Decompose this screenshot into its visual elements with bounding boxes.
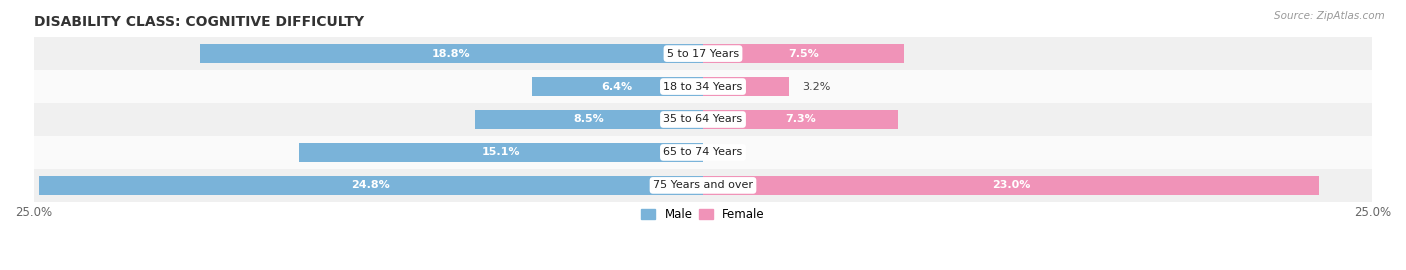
Bar (34, 103, 1372, 136)
Text: 65 to 74 Years: 65 to 74 Years (664, 147, 742, 157)
Bar (703, 77, 789, 96)
Bar (531, 77, 703, 96)
Bar (703, 176, 1319, 195)
Text: DISABILITY CLASS: COGNITIVE DIFFICULTY: DISABILITY CLASS: COGNITIVE DIFFICULTY (34, 15, 364, 29)
Text: 75 Years and over: 75 Years and over (652, 180, 754, 190)
Text: 6.4%: 6.4% (602, 82, 633, 92)
Bar (200, 44, 703, 63)
Text: 35 to 64 Years: 35 to 64 Years (664, 114, 742, 124)
Text: 3.2%: 3.2% (801, 82, 831, 92)
Bar (475, 110, 703, 129)
Text: 7.3%: 7.3% (786, 114, 815, 124)
Text: 18.8%: 18.8% (432, 49, 471, 59)
Text: 5 to 17 Years: 5 to 17 Years (666, 49, 740, 59)
Legend: Male, Female: Male, Female (637, 203, 769, 226)
Text: 7.5%: 7.5% (787, 49, 818, 59)
Text: 23.0%: 23.0% (991, 180, 1031, 190)
Text: 0.0%: 0.0% (717, 147, 745, 157)
Bar (34, 37, 1372, 70)
Bar (34, 70, 1372, 103)
Bar (298, 143, 703, 162)
Text: 18 to 34 Years: 18 to 34 Years (664, 82, 742, 92)
Text: Source: ZipAtlas.com: Source: ZipAtlas.com (1274, 11, 1385, 21)
Bar (703, 44, 904, 63)
Bar (34, 136, 1372, 169)
Text: 15.1%: 15.1% (482, 147, 520, 157)
Text: 24.8%: 24.8% (352, 180, 391, 190)
Bar (39, 176, 703, 195)
Bar (703, 110, 898, 129)
Bar (34, 169, 1372, 202)
Text: 8.5%: 8.5% (574, 114, 605, 124)
